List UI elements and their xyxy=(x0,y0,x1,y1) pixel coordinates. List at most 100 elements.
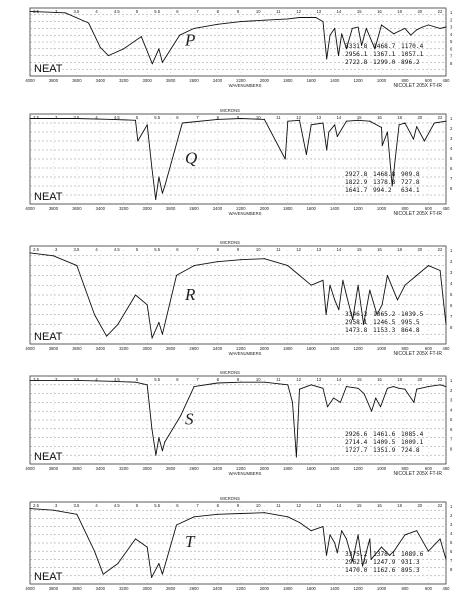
x-tick-label: 1400 xyxy=(330,466,340,471)
top-tick-label: 18 xyxy=(397,115,402,120)
spectrum-point xyxy=(287,265,289,267)
spectrum-letter-label: S xyxy=(185,409,194,428)
spectrum-point xyxy=(396,299,398,301)
spectrum-point xyxy=(322,21,324,23)
peak-value: 1365.2 xyxy=(373,311,396,318)
x-tick-label: 1800 xyxy=(283,78,293,83)
spectrum-point xyxy=(445,120,447,122)
x-tick-label: 1600 xyxy=(307,466,317,471)
right-tick-label: 6 xyxy=(450,166,453,171)
spectrum-point xyxy=(386,131,388,133)
x-tick-label: 450 xyxy=(443,466,451,471)
spectrum-point xyxy=(328,131,330,133)
x-tick-label: 600 xyxy=(425,466,433,471)
spectrum-point xyxy=(352,560,354,562)
top-tick-label: 5 xyxy=(136,9,139,14)
x-tick-label: 2200 xyxy=(236,466,246,471)
right-tick-label: 5 xyxy=(450,540,453,545)
x-axis-title: WAVENUMBERS xyxy=(229,83,262,88)
top-tick-label: 4 xyxy=(95,9,98,14)
spectrum-point xyxy=(404,534,406,536)
x-tick-label: 3000 xyxy=(143,206,153,211)
spectrum-point xyxy=(146,546,148,548)
peak-value: 1299.0 xyxy=(373,59,396,66)
top-tick-label: 5.5 xyxy=(154,9,160,14)
x-tick-label: 1800 xyxy=(283,466,293,471)
peak-value: 2962.9 xyxy=(345,559,368,566)
spectrum-point xyxy=(357,387,359,389)
x-tick-label: 1600 xyxy=(307,586,317,591)
top-tick-label: 4 xyxy=(95,377,98,382)
spectrum-point xyxy=(299,388,301,390)
spectrum-point xyxy=(175,524,177,526)
top-tick-label: 9 xyxy=(237,115,240,120)
top-tick-label: 20 xyxy=(417,377,422,382)
top-tick-label: 5 xyxy=(136,503,139,508)
peak-value: 1351.9 xyxy=(373,447,396,454)
peak-value: 1727.7 xyxy=(345,447,368,454)
x-tick-label: 3200 xyxy=(119,466,129,471)
top-tick-label: 20 xyxy=(417,9,422,14)
right-tick-label: 7 xyxy=(450,437,453,442)
spectra-panels: 4000 3800 3600 3400 3200 3000 2800 2600 2400 2200… xyxy=(25,7,453,591)
spectrum-point xyxy=(263,512,265,514)
spectrum-point xyxy=(240,381,242,383)
spectrum-point xyxy=(99,46,101,48)
x-tick-label: 2600 xyxy=(189,78,199,83)
spectrum-point xyxy=(416,530,418,532)
top-tick-label: 7 xyxy=(196,9,199,14)
spectrum-point xyxy=(371,410,373,412)
spectrum-point xyxy=(416,274,418,276)
x-tick-label: 1000 xyxy=(377,466,387,471)
x-tick-label: 3600 xyxy=(72,78,82,83)
spectrum-point xyxy=(369,538,371,540)
spectrum-point xyxy=(134,381,136,383)
spectrum-point xyxy=(345,48,347,50)
spectrum-point xyxy=(161,61,163,63)
right-tick-label: 4 xyxy=(450,281,453,286)
top-tick-label: 4.5 xyxy=(114,377,120,382)
spectrum-point xyxy=(389,554,391,556)
peak-value: 1378.8 xyxy=(373,179,396,186)
x-tick-label: 4000 xyxy=(25,78,35,83)
x-tick-label: 600 xyxy=(425,206,433,211)
spectrum-point xyxy=(310,530,312,532)
right-tick-label: 6 xyxy=(450,303,453,308)
x-tick-label: 3800 xyxy=(49,78,59,83)
spectrum-point xyxy=(155,199,157,200)
top-tick-label: 8 xyxy=(217,377,220,382)
spectrum-point xyxy=(193,516,195,518)
spectrum-point xyxy=(76,379,78,381)
top-tick-label: 5.5 xyxy=(154,377,160,382)
x-tick-label: 3000 xyxy=(143,346,153,351)
top-tick-label: 3 xyxy=(55,377,58,382)
spectrum-point xyxy=(193,265,195,267)
spectrum-point xyxy=(361,44,363,46)
top-tick-label: 15 xyxy=(357,377,362,382)
spectrum-point xyxy=(369,289,371,291)
top-tick-label: 15 xyxy=(357,9,362,14)
spectrum-point xyxy=(158,48,160,50)
top-tick-label: 16 xyxy=(377,503,382,508)
peak-value: 1641.7 xyxy=(345,187,368,194)
top-tick-label: 9 xyxy=(237,247,240,252)
spectrum-point xyxy=(299,119,301,121)
spectrum-point xyxy=(338,309,340,311)
spectrum-point xyxy=(151,167,153,169)
spectrum-point xyxy=(334,124,336,126)
x-tick-label: 1600 xyxy=(307,206,317,211)
x-axis-title: WAVENUMBERS xyxy=(229,351,262,356)
spectrum-point xyxy=(404,284,406,286)
spectrum-panel-q: 4000 3800 3600 3400 3200 3000 2800 2600 2400 2200… xyxy=(25,108,453,217)
peak-value: 1461.6 xyxy=(373,431,396,438)
top-tick-label: 4.5 xyxy=(114,247,120,252)
peak-value: 2714.4 xyxy=(345,439,368,446)
x-tick-label: 800 xyxy=(401,206,409,211)
spectrum-point xyxy=(180,415,182,417)
top-tick-label: 8 xyxy=(217,247,220,252)
spectrum-point xyxy=(369,120,371,122)
spectrum-point xyxy=(422,26,424,28)
x-tick-label: 3600 xyxy=(72,586,82,591)
peak-value: 1170.4 xyxy=(401,43,424,50)
peak-value: 3331.8 xyxy=(345,43,368,50)
